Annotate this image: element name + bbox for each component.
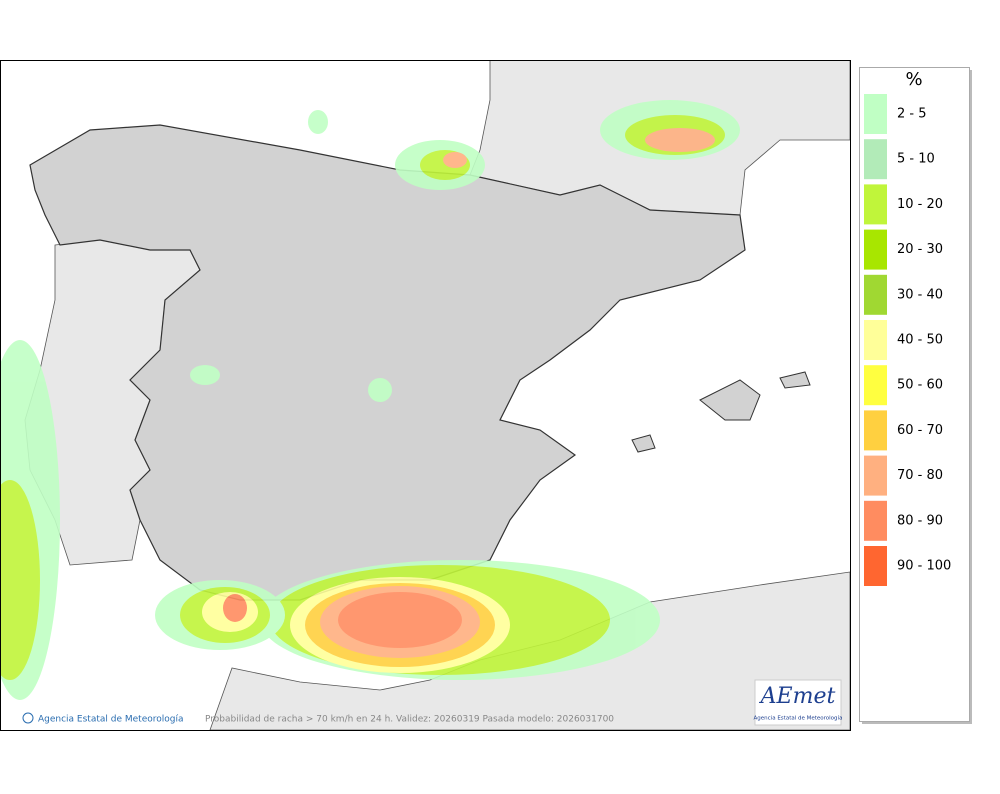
legend-label: 40 - 50 — [897, 333, 943, 348]
legend-label: 70 - 80 — [897, 468, 943, 483]
legend-label: 5 - 10 — [897, 152, 935, 167]
legend-swatch — [864, 184, 887, 225]
legend-swatch — [864, 365, 887, 406]
legend-label: 20 - 30 — [897, 242, 943, 257]
probability-areas — [0, 100, 740, 700]
legend-label: 2 - 5 — [897, 107, 927, 122]
legend-swatch — [864, 94, 887, 134]
legend-label: 50 - 60 — [897, 378, 943, 393]
legend-swatch — [864, 410, 887, 451]
legend-swatch — [864, 500, 887, 541]
legend-label: 80 - 90 — [897, 513, 943, 528]
map-frame — [0, 60, 851, 731]
mallorca — [699, 379, 761, 421]
legend-swatch — [864, 139, 887, 180]
legend-swatch — [864, 546, 887, 586]
legend-label: 60 - 70 — [897, 423, 943, 438]
copyright-icon — [22, 712, 34, 724]
legend-title: % — [905, 69, 922, 90]
legend-swatch — [864, 455, 887, 496]
credit: Agencia Estatal de Meteorología — [38, 715, 184, 725]
legend-swatch — [864, 229, 887, 270]
caption: Probabilidad de racha > 70 km/h en 24 h.… — [205, 715, 614, 725]
logo-box — [754, 679, 842, 726]
legend-swatch — [864, 274, 887, 315]
legend-label: 10 - 20 — [897, 197, 943, 212]
map — [0, 60, 850, 730]
legend-items: 2 - 5 5 - 10 10 - 20 20 - 30 30 - 40 40 - 50 5… — [864, 94, 951, 586]
ibiza — [631, 434, 656, 453]
logo-subtitle: Agencia Estatal de Meteorología — [754, 715, 843, 722]
legend-swatch — [864, 320, 887, 360]
menorca — [779, 371, 811, 389]
legend-label: 90 - 100 — [897, 559, 951, 574]
legend-label: 30 - 40 — [897, 287, 943, 302]
logo-name: AEmet — [759, 684, 836, 709]
